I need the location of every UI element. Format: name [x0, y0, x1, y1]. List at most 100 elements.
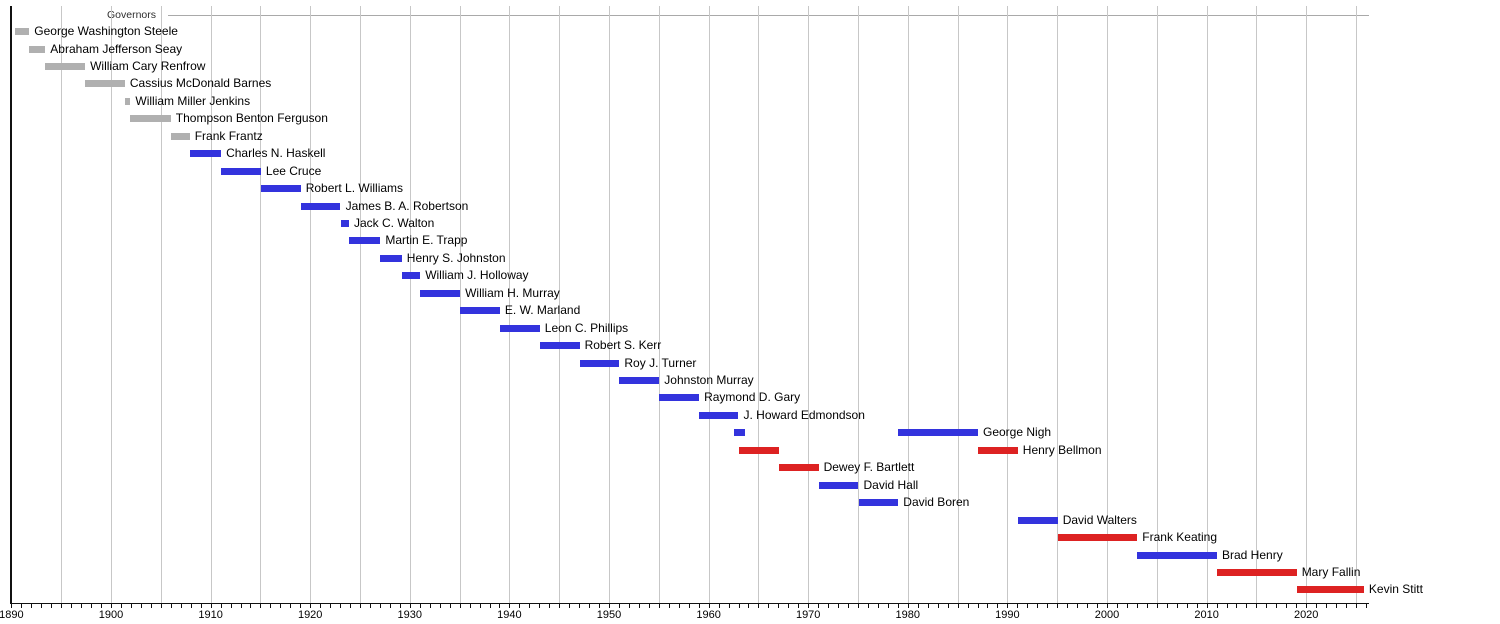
axis-tick: [1067, 604, 1069, 608]
axis-tick: [449, 604, 451, 608]
axis-tick: [1286, 604, 1288, 608]
axis-tick: [439, 604, 441, 608]
term-bar[interactable]: [340, 219, 350, 227]
axis-tick: [798, 604, 800, 608]
axis-tick: [300, 604, 302, 608]
term-bar[interactable]: [45, 62, 86, 70]
axis-tick: [21, 604, 23, 608]
gridline-1960: [708, 6, 710, 603]
axis-tick: [848, 604, 849, 608]
axis-tick: [1346, 604, 1347, 608]
term-bar[interactable]: [260, 185, 301, 192]
axis-tick: [469, 604, 471, 608]
governor-name-label: Robert S. Kerr: [584, 338, 662, 353]
axis-tick: [589, 604, 591, 608]
axis-tick: [200, 604, 202, 608]
axis-tick: [678, 604, 680, 608]
term-bar[interactable]: [739, 446, 779, 454]
term-bar[interactable]: [380, 254, 402, 262]
governor-name-label: Cassius McDonald Barnes: [129, 76, 272, 91]
term-bar[interactable]: [221, 167, 261, 175]
term-bar[interactable]: [499, 324, 540, 332]
axis-tick: [1196, 604, 1198, 608]
governor-name-label: William J. Holloway: [425, 268, 529, 283]
axis-tick-label: 1920: [297, 609, 323, 621]
term-bar[interactable]: [85, 80, 125, 88]
term-bar[interactable]: [858, 499, 899, 507]
term-bar[interactable]: [1296, 586, 1364, 594]
term-bar[interactable]: [659, 394, 700, 402]
term-bar[interactable]: [1217, 568, 1297, 576]
axis-tick: [1136, 604, 1138, 608]
term-bar[interactable]: [898, 429, 978, 437]
term-bar[interactable]: [1017, 516, 1058, 524]
axis-tick: [917, 604, 919, 608]
axis-tick: [1057, 604, 1059, 608]
term-bar[interactable]: [124, 97, 131, 105]
governor-name-label: William H. Murray: [465, 285, 560, 300]
axis-tick: [1156, 604, 1158, 608]
axis-tick: [728, 604, 730, 608]
axis-tick: [628, 604, 630, 608]
axis-tick: [618, 604, 620, 608]
axis-tick: [399, 604, 401, 608]
axis-tick: [320, 604, 322, 608]
gridline-1940: [509, 6, 511, 603]
gridline-2025: [1356, 6, 1357, 603]
axis-tick: [867, 604, 869, 608]
term-bar[interactable]: [1137, 551, 1217, 559]
axis-tick: [1116, 604, 1118, 608]
axis-tick-label: 1900: [98, 609, 124, 621]
axis-tick: [1097, 604, 1098, 608]
term-bar[interactable]: [619, 377, 660, 384]
axis-tick: [838, 604, 840, 608]
term-bar[interactable]: [130, 115, 171, 123]
axis-tick: [1296, 604, 1298, 608]
axis-tick: [1027, 604, 1029, 608]
axis-tick: [1077, 604, 1079, 608]
governor-name-label: Henry Bellmon: [1022, 442, 1102, 457]
term-bar[interactable]: [778, 464, 819, 472]
governor-name-label: James B. A. Robertson: [345, 198, 469, 213]
axis-tick: [330, 604, 332, 608]
axis-tick: [1266, 604, 1268, 608]
term-bar[interactable]: [1057, 534, 1138, 541]
axis-tick: [150, 604, 152, 608]
gridline-1910: [210, 6, 212, 603]
term-bar[interactable]: [15, 28, 30, 35]
governor-name-label: William Cary Renfrow: [90, 58, 206, 73]
axis-tick: [489, 604, 491, 608]
term-bar[interactable]: [460, 307, 500, 315]
gridline-1945: [559, 6, 561, 603]
chart-frame-top-line: [168, 15, 1370, 16]
gridline-1970: [808, 6, 810, 603]
term-bar[interactable]: [420, 289, 460, 297]
governor-name-label: Mary Fallin: [1301, 564, 1361, 579]
term-bar[interactable]: [401, 272, 421, 280]
term-bar[interactable]: [978, 446, 1018, 454]
term-bar[interactable]: [349, 237, 381, 245]
axis-tick: [210, 604, 212, 608]
term-bar[interactable]: [818, 481, 859, 489]
term-bar[interactable]: [170, 132, 190, 140]
term-bar[interactable]: [579, 359, 620, 367]
axis-tick-label: 2000: [1094, 609, 1120, 621]
term-bar[interactable]: [699, 411, 739, 419]
term-bar[interactable]: [539, 342, 580, 350]
axis-tick: [907, 604, 909, 608]
gridline-1895: [61, 6, 63, 603]
axis-tick: [41, 604, 43, 608]
term-bar[interactable]: [189, 150, 222, 158]
axis-tick: [788, 604, 790, 608]
axis-tick: [778, 604, 780, 608]
axis-tick: [499, 604, 501, 608]
axis-tick: [11, 604, 13, 608]
term-bar[interactable]: [300, 202, 341, 210]
term-bar[interactable]: [29, 45, 46, 53]
axis-tick: [1306, 604, 1308, 608]
gridline-1950: [609, 6, 610, 603]
axis-tick: [170, 604, 172, 608]
axis-tick: [758, 604, 760, 608]
term-bar[interactable]: [733, 429, 745, 437]
axis-tick: [130, 604, 132, 608]
